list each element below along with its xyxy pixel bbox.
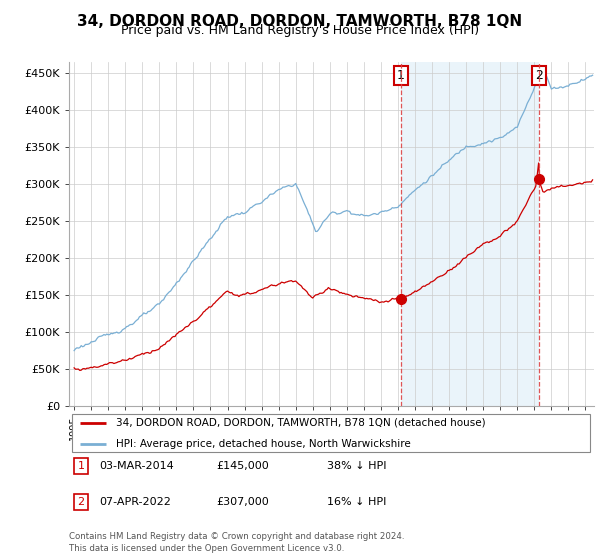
Text: £307,000: £307,000 (216, 497, 269, 507)
Text: £145,000: £145,000 (216, 461, 269, 471)
Text: 1: 1 (397, 69, 405, 82)
Text: 38% ↓ HPI: 38% ↓ HPI (327, 461, 386, 471)
Text: Contains HM Land Registry data © Crown copyright and database right 2024.
This d: Contains HM Land Registry data © Crown c… (69, 533, 404, 553)
Text: 16% ↓ HPI: 16% ↓ HPI (327, 497, 386, 507)
Text: 07-APR-2022: 07-APR-2022 (99, 497, 171, 507)
Text: 2: 2 (77, 497, 85, 507)
Text: Price paid vs. HM Land Registry's House Price Index (HPI): Price paid vs. HM Land Registry's House … (121, 24, 479, 37)
FancyBboxPatch shape (71, 414, 590, 451)
Text: 1: 1 (77, 461, 85, 471)
Text: HPI: Average price, detached house, North Warwickshire: HPI: Average price, detached house, Nort… (116, 440, 411, 449)
Text: 34, DORDON ROAD, DORDON, TAMWORTH, B78 1QN: 34, DORDON ROAD, DORDON, TAMWORTH, B78 1… (77, 14, 523, 29)
Text: 03-MAR-2014: 03-MAR-2014 (99, 461, 174, 471)
Text: 34, DORDON ROAD, DORDON, TAMWORTH, B78 1QN (detached house): 34, DORDON ROAD, DORDON, TAMWORTH, B78 1… (116, 418, 486, 428)
Bar (401, 62, 539, 406)
Text: 2: 2 (535, 69, 543, 82)
